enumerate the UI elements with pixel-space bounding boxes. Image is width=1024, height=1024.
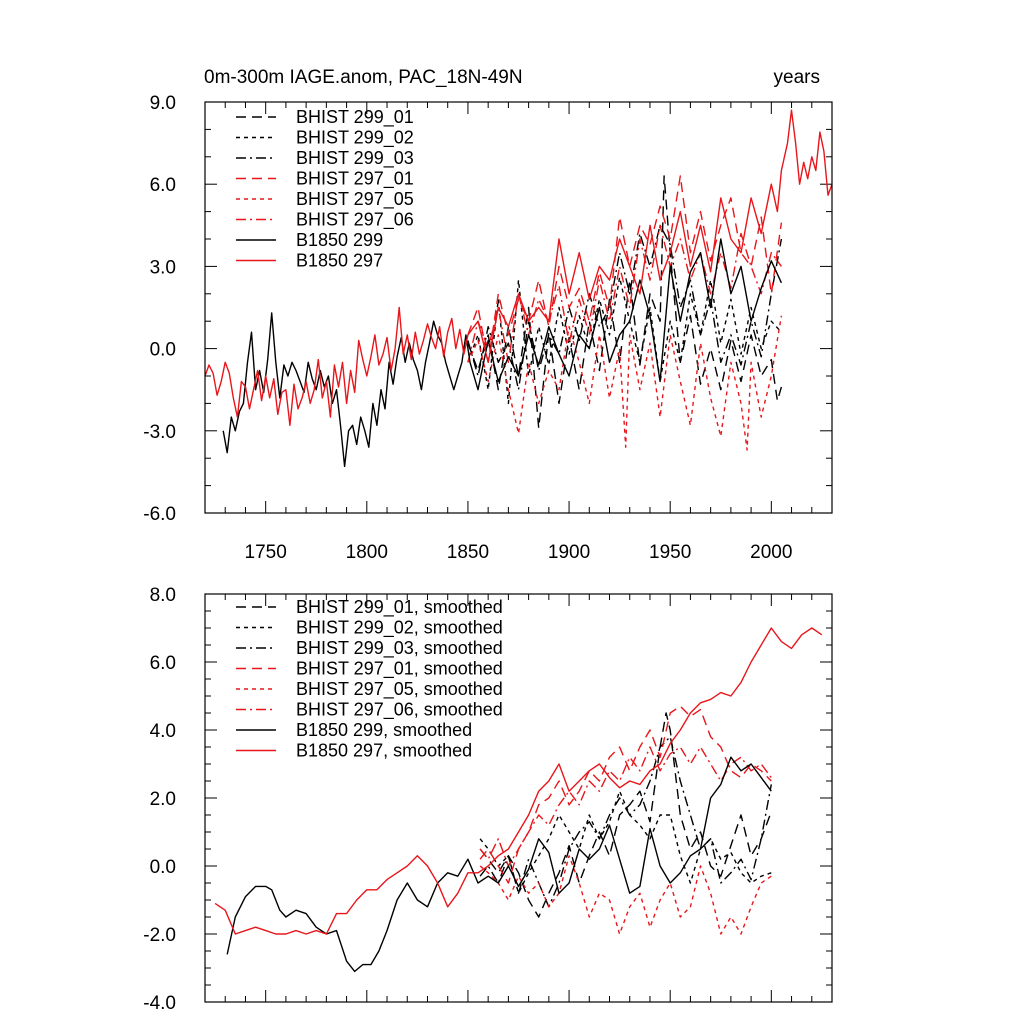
bottom-ytick-label: 6.0: [150, 653, 176, 674]
top-legend-label: BHIST 297_01: [296, 169, 414, 190]
top-xtick-label: 1850: [447, 542, 489, 563]
top-legend-label: B1850 297: [296, 251, 383, 271]
bottom-series-b1850-297-smoothed: [214, 627, 823, 935]
bottom-series-bhist-299-01-smoothed: [479, 712, 772, 918]
bottom-ytick-label: 0.0: [150, 857, 176, 878]
top-series-bhist-297-06: [467, 224, 782, 363]
top-series-bhist-297-05: [467, 315, 783, 451]
top-series-bhist-299-01: [467, 175, 783, 429]
top-ytick-label: 6.0: [150, 175, 176, 196]
bottom-plot-area: -4.0 -2.0 0.0 2.0 4.0 6.0 8.0: [143, 585, 832, 1014]
bottom-ytick-label: 2.0: [150, 789, 176, 810]
top-xtick-label: 1900: [548, 542, 590, 563]
top-xtick-label: 1800: [346, 542, 388, 563]
top-series-b1850-297: [205, 109, 832, 426]
top-panel: 0m-300m IAGE.anom, PAC_18N-49N years 175…: [143, 67, 833, 563]
top-xtick-label: 1750: [245, 542, 287, 563]
top-legend-label: BHIST 297_06: [296, 210, 414, 231]
top-ytick-label: 9.0: [150, 93, 176, 114]
top-series-bhist-299-02: [467, 276, 782, 405]
top-legend-label: B1850 299: [296, 230, 383, 250]
bottom-legend-label: BHIST 299_02, smoothed: [296, 618, 503, 639]
top-ytick-label: 0.0: [150, 340, 176, 361]
top-chart-units: years: [774, 67, 820, 88]
bottom-legend-label: BHIST 297_06, smoothed: [296, 700, 503, 721]
top-legend-label: BHIST 299_03: [296, 148, 414, 169]
top-plot-area: 1750 1800 1850 1900 1950 2000 -6.0 -3.0 0.0 3.0 6.…: [143, 93, 832, 563]
bottom-plot-frame: [204, 593, 833, 1003]
bottom-legend-label: BHIST 299_01, smoothed: [296, 597, 503, 618]
top-xtick-label: 1950: [649, 542, 691, 563]
bottom-legend-label: B1850 299, smoothed: [296, 720, 472, 740]
top-series-group: [205, 109, 832, 468]
bottom-ytick-label: -2.0: [143, 925, 176, 946]
bottom-legend-label: B1850 297, smoothed: [296, 741, 472, 761]
top-legend-label: BHIST 299_01: [296, 107, 414, 128]
top-plot-frame: [204, 101, 833, 514]
bottom-series-bhist-297-05-smoothed: [479, 855, 772, 935]
bottom-series-bhist-299-02-smoothed: [479, 790, 772, 894]
top-legend-label: BHIST 299_02: [296, 128, 414, 149]
top-ytick-label: -3.0: [143, 422, 176, 443]
top-series-bhist-299-03: [467, 224, 783, 391]
bottom-series-b1850-299-smoothed: [226, 756, 772, 973]
bottom-legend-label: BHIST 297_01, smoothed: [296, 659, 503, 680]
top-series-bhist-297-01: [467, 175, 783, 363]
bottom-legend-label: BHIST 297_05, smoothed: [296, 679, 503, 700]
top-ytick-label: 3.0: [150, 257, 176, 278]
bottom-legend-label: BHIST 299_03, smoothed: [296, 638, 503, 659]
top-legend-label: BHIST 297_05: [296, 189, 414, 210]
bottom-series-group: [214, 627, 823, 973]
top-chart-title: 0m-300m IAGE.anom, PAC_18N-49N: [204, 67, 523, 88]
bottom-ytick-label: -4.0: [143, 993, 176, 1014]
bottom-ytick-label: 4.0: [150, 721, 176, 742]
top-series-b1850-299: [222, 238, 783, 468]
bottom-ytick-label: 8.0: [150, 585, 176, 606]
top-xtick-label: 2000: [750, 542, 792, 563]
bottom-panel: -4.0 -2.0 0.0 2.0 4.0 6.0 8.0 BHIST 299_01, sm…: [143, 585, 833, 1014]
top-ytick-label: -6.0: [143, 504, 176, 525]
